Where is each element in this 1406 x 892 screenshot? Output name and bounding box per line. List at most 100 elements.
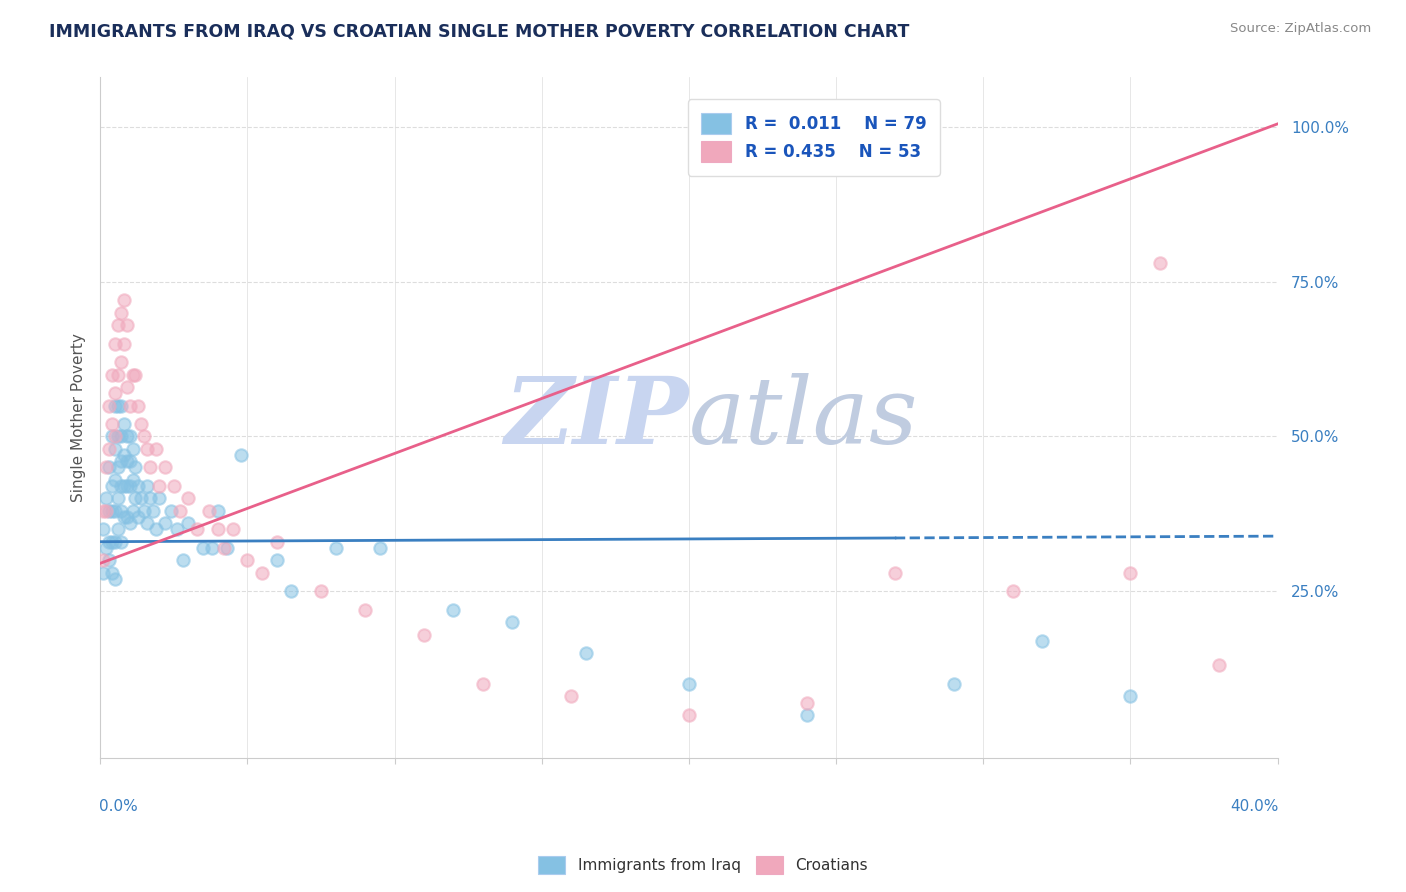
- Point: [139, 491, 162, 506]
- Point: [94, 541, 117, 555]
- Point: [121, 473, 143, 487]
- Point: [101, 504, 124, 518]
- Point: [97, 504, 120, 518]
- Point: [678, 708, 700, 723]
- Point: [97, 399, 120, 413]
- Point: [112, 510, 135, 524]
- Point: [1208, 658, 1230, 673]
- Point: [104, 572, 127, 586]
- Point: [250, 566, 273, 580]
- Point: [115, 380, 138, 394]
- Point: [91, 522, 114, 536]
- Point: [134, 504, 156, 518]
- Point: [153, 516, 176, 530]
- Point: [118, 399, 141, 413]
- Point: [104, 399, 127, 413]
- Point: [112, 448, 135, 462]
- Point: [136, 516, 159, 530]
- Point: [212, 541, 235, 555]
- Point: [118, 429, 141, 443]
- Point: [159, 504, 181, 518]
- Point: [101, 417, 124, 431]
- Point: [94, 460, 117, 475]
- Point: [166, 522, 188, 536]
- Point: [118, 454, 141, 468]
- Point: [107, 318, 129, 332]
- Text: IMMIGRANTS FROM IRAQ VS CROATIAN SINGLE MOTHER POVERTY CORRELATION CHART: IMMIGRANTS FROM IRAQ VS CROATIAN SINGLE …: [49, 22, 910, 40]
- Point: [97, 460, 120, 475]
- Point: [354, 603, 377, 617]
- Point: [501, 615, 523, 629]
- Point: [107, 399, 129, 413]
- Point: [266, 534, 288, 549]
- Point: [191, 541, 214, 555]
- Point: [121, 504, 143, 518]
- Point: [107, 368, 129, 382]
- Point: [101, 534, 124, 549]
- Text: 0.0%: 0.0%: [98, 799, 138, 814]
- Point: [104, 504, 127, 518]
- Point: [134, 429, 156, 443]
- Point: [101, 479, 124, 493]
- Point: [112, 479, 135, 493]
- Point: [575, 646, 598, 660]
- Point: [115, 479, 138, 493]
- Y-axis label: Single Mother Poverty: Single Mother Poverty: [72, 334, 86, 502]
- Point: [97, 442, 120, 456]
- Point: [172, 553, 194, 567]
- Point: [942, 677, 965, 691]
- Point: [177, 491, 200, 506]
- Point: [309, 584, 332, 599]
- Text: 40.0%: 40.0%: [1230, 799, 1279, 814]
- Point: [131, 491, 153, 506]
- Point: [110, 306, 132, 320]
- Point: [280, 584, 302, 599]
- Point: [1001, 584, 1024, 599]
- Point: [186, 522, 208, 536]
- Point: [142, 504, 165, 518]
- Point: [121, 442, 143, 456]
- Point: [148, 479, 170, 493]
- Point: [198, 504, 221, 518]
- Point: [124, 368, 146, 382]
- Point: [104, 473, 127, 487]
- Point: [110, 399, 132, 413]
- Point: [127, 399, 149, 413]
- Point: [221, 522, 243, 536]
- Point: [145, 442, 167, 456]
- Point: [124, 491, 146, 506]
- Point: [215, 541, 238, 555]
- Point: [104, 442, 127, 456]
- Point: [413, 627, 436, 641]
- Point: [471, 677, 494, 691]
- Point: [136, 479, 159, 493]
- Point: [112, 336, 135, 351]
- Point: [112, 293, 135, 308]
- Point: [131, 417, 153, 431]
- Point: [115, 510, 138, 524]
- Point: [110, 534, 132, 549]
- Point: [145, 522, 167, 536]
- Point: [124, 460, 146, 475]
- Point: [110, 504, 132, 518]
- Point: [110, 355, 132, 369]
- Point: [231, 448, 253, 462]
- Text: Source: ZipAtlas.com: Source: ZipAtlas.com: [1230, 22, 1371, 36]
- Point: [1031, 633, 1053, 648]
- Point: [325, 541, 347, 555]
- Point: [107, 429, 129, 443]
- Point: [368, 541, 391, 555]
- Point: [118, 516, 141, 530]
- Point: [97, 553, 120, 567]
- Point: [796, 708, 818, 723]
- Point: [201, 541, 224, 555]
- Point: [207, 522, 229, 536]
- Point: [110, 429, 132, 443]
- Point: [118, 479, 141, 493]
- Point: [136, 442, 159, 456]
- Point: [441, 603, 464, 617]
- Point: [101, 368, 124, 382]
- Text: atlas: atlas: [689, 373, 918, 463]
- Point: [153, 460, 176, 475]
- Point: [884, 566, 907, 580]
